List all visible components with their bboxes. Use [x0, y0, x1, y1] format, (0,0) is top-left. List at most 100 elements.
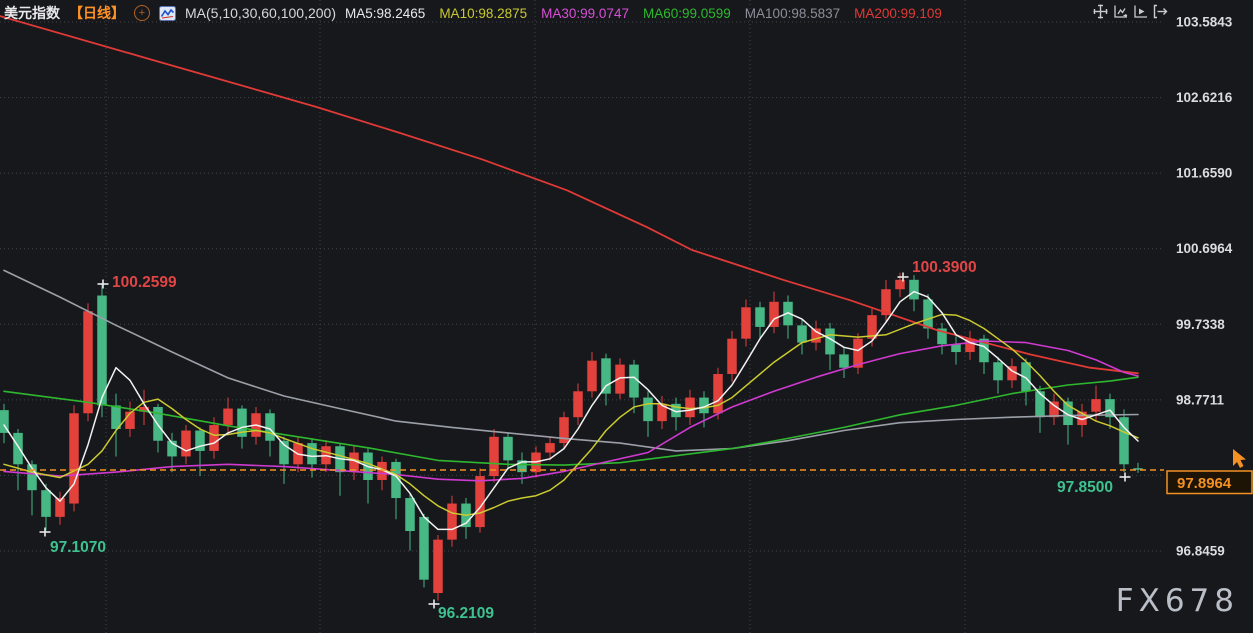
candle [391, 461, 401, 499]
ma-value: MA30:99.0747 [541, 5, 629, 21]
last-price-label-box [1166, 470, 1253, 495]
ma-line-ma5 [3, 290, 1139, 531]
add-indicator-icon[interactable]: + [134, 5, 150, 21]
auto-scroll-button[interactable] [1132, 3, 1149, 20]
candle [111, 405, 121, 429]
y-axis-label: 102.6216 [1176, 90, 1233, 105]
candle [629, 364, 639, 398]
candle [685, 397, 695, 418]
ma-value: MA100:98.5837 [744, 5, 841, 21]
collapse-panel-button[interactable] [1152, 3, 1169, 20]
candle [1105, 399, 1115, 418]
candle [867, 315, 877, 339]
ma-line-ma100 [3, 269, 1139, 452]
scale-axis-button[interactable] [1112, 3, 1129, 20]
ma-line-ma10 [3, 313, 1139, 517]
period-label: 【日线】 [69, 5, 125, 21]
candle [475, 476, 485, 528]
cursor-pointer-icon [1233, 449, 1246, 468]
candle [13, 432, 23, 465]
ma-value: MA10:98.2875 [439, 5, 528, 21]
candle [517, 460, 527, 473]
candle [1021, 362, 1031, 392]
ma-values: MA5:98.2465 MA10:98.2875 MA30:99.0747 MA60:… [345, 6, 942, 21]
candle [265, 413, 275, 441]
candle [139, 406, 149, 412]
candle [503, 436, 513, 461]
swing-price-annotation: 97.8500 [1057, 479, 1113, 496]
gridlines [0, 0, 1162, 633]
candle [405, 498, 415, 532]
candle [279, 440, 289, 465]
y-axis-label: 101.6590 [1176, 166, 1232, 181]
candle [41, 490, 51, 517]
candle [699, 397, 709, 414]
candle [209, 425, 219, 451]
swing-markers [39, 272, 1131, 609]
candle [615, 364, 625, 394]
candle [97, 295, 107, 406]
candle [1077, 411, 1087, 426]
ma-line-ma30 [3, 340, 1139, 482]
candle [755, 307, 765, 327]
candle [769, 301, 779, 327]
candle [559, 417, 569, 444]
price-annotations: 100.2599 97.1070 96.2109 100.3900 97.8500 [50, 259, 1113, 622]
candle [741, 307, 751, 339]
candle [951, 344, 961, 353]
candle [909, 279, 919, 300]
candle [433, 539, 443, 594]
ma-settings-label: MA(5,10,30,60,100,200) [185, 5, 336, 21]
candle [923, 299, 933, 329]
candle [237, 408, 247, 437]
y-axis-label: 98.7711 [1176, 392, 1225, 407]
candle [895, 279, 905, 290]
ma-value: MA60:99.0599 [642, 5, 731, 21]
candle [181, 430, 191, 457]
candle [377, 461, 387, 480]
chart-legend: 美元指数 【日线】 + MA(5,10,30,60,100,200) MA5:9… [4, 3, 942, 23]
candle [83, 311, 93, 414]
candle [601, 358, 611, 394]
price-axis[interactable]: 103.5843 102.6216 101.6590 100.6964 99.7338 9… [1176, 15, 1233, 559]
candle [853, 338, 863, 368]
candle [881, 289, 891, 316]
candle [1035, 391, 1045, 418]
y-axis-label: 96.8459 [1176, 543, 1225, 558]
candle [69, 413, 79, 504]
candle [573, 391, 583, 418]
candle [223, 408, 233, 426]
y-axis-label: 100.6964 [1176, 241, 1233, 256]
candle [1119, 417, 1129, 465]
candle [447, 503, 457, 540]
candle [1133, 468, 1143, 470]
ma-lines [0, 15, 1139, 531]
candle [55, 498, 65, 517]
candle [825, 328, 835, 355]
last-price-value: 97.8964 [1177, 475, 1232, 492]
candle [125, 411, 135, 429]
candle [1049, 401, 1059, 418]
candle [489, 436, 499, 477]
candle [587, 360, 597, 392]
candle [167, 440, 177, 457]
swing-price-annotation: 100.2599 [112, 274, 177, 291]
candle [0, 410, 9, 433]
crosshair-tool-button[interactable] [1092, 3, 1109, 20]
y-axis-label: 99.7338 [1176, 317, 1225, 332]
candle [811, 328, 821, 343]
candle [545, 443, 555, 453]
candle [643, 397, 653, 422]
chart-type-icon [159, 5, 176, 21]
candle [965, 338, 975, 353]
watermark: FX678 [1115, 583, 1239, 619]
swing-price-annotation: 97.1070 [50, 539, 106, 556]
candle [1007, 366, 1017, 381]
candle [27, 464, 37, 491]
y-axis-label: 103.5843 [1176, 15, 1233, 30]
candle [1063, 401, 1073, 426]
candle [727, 338, 737, 375]
candle [937, 328, 947, 345]
